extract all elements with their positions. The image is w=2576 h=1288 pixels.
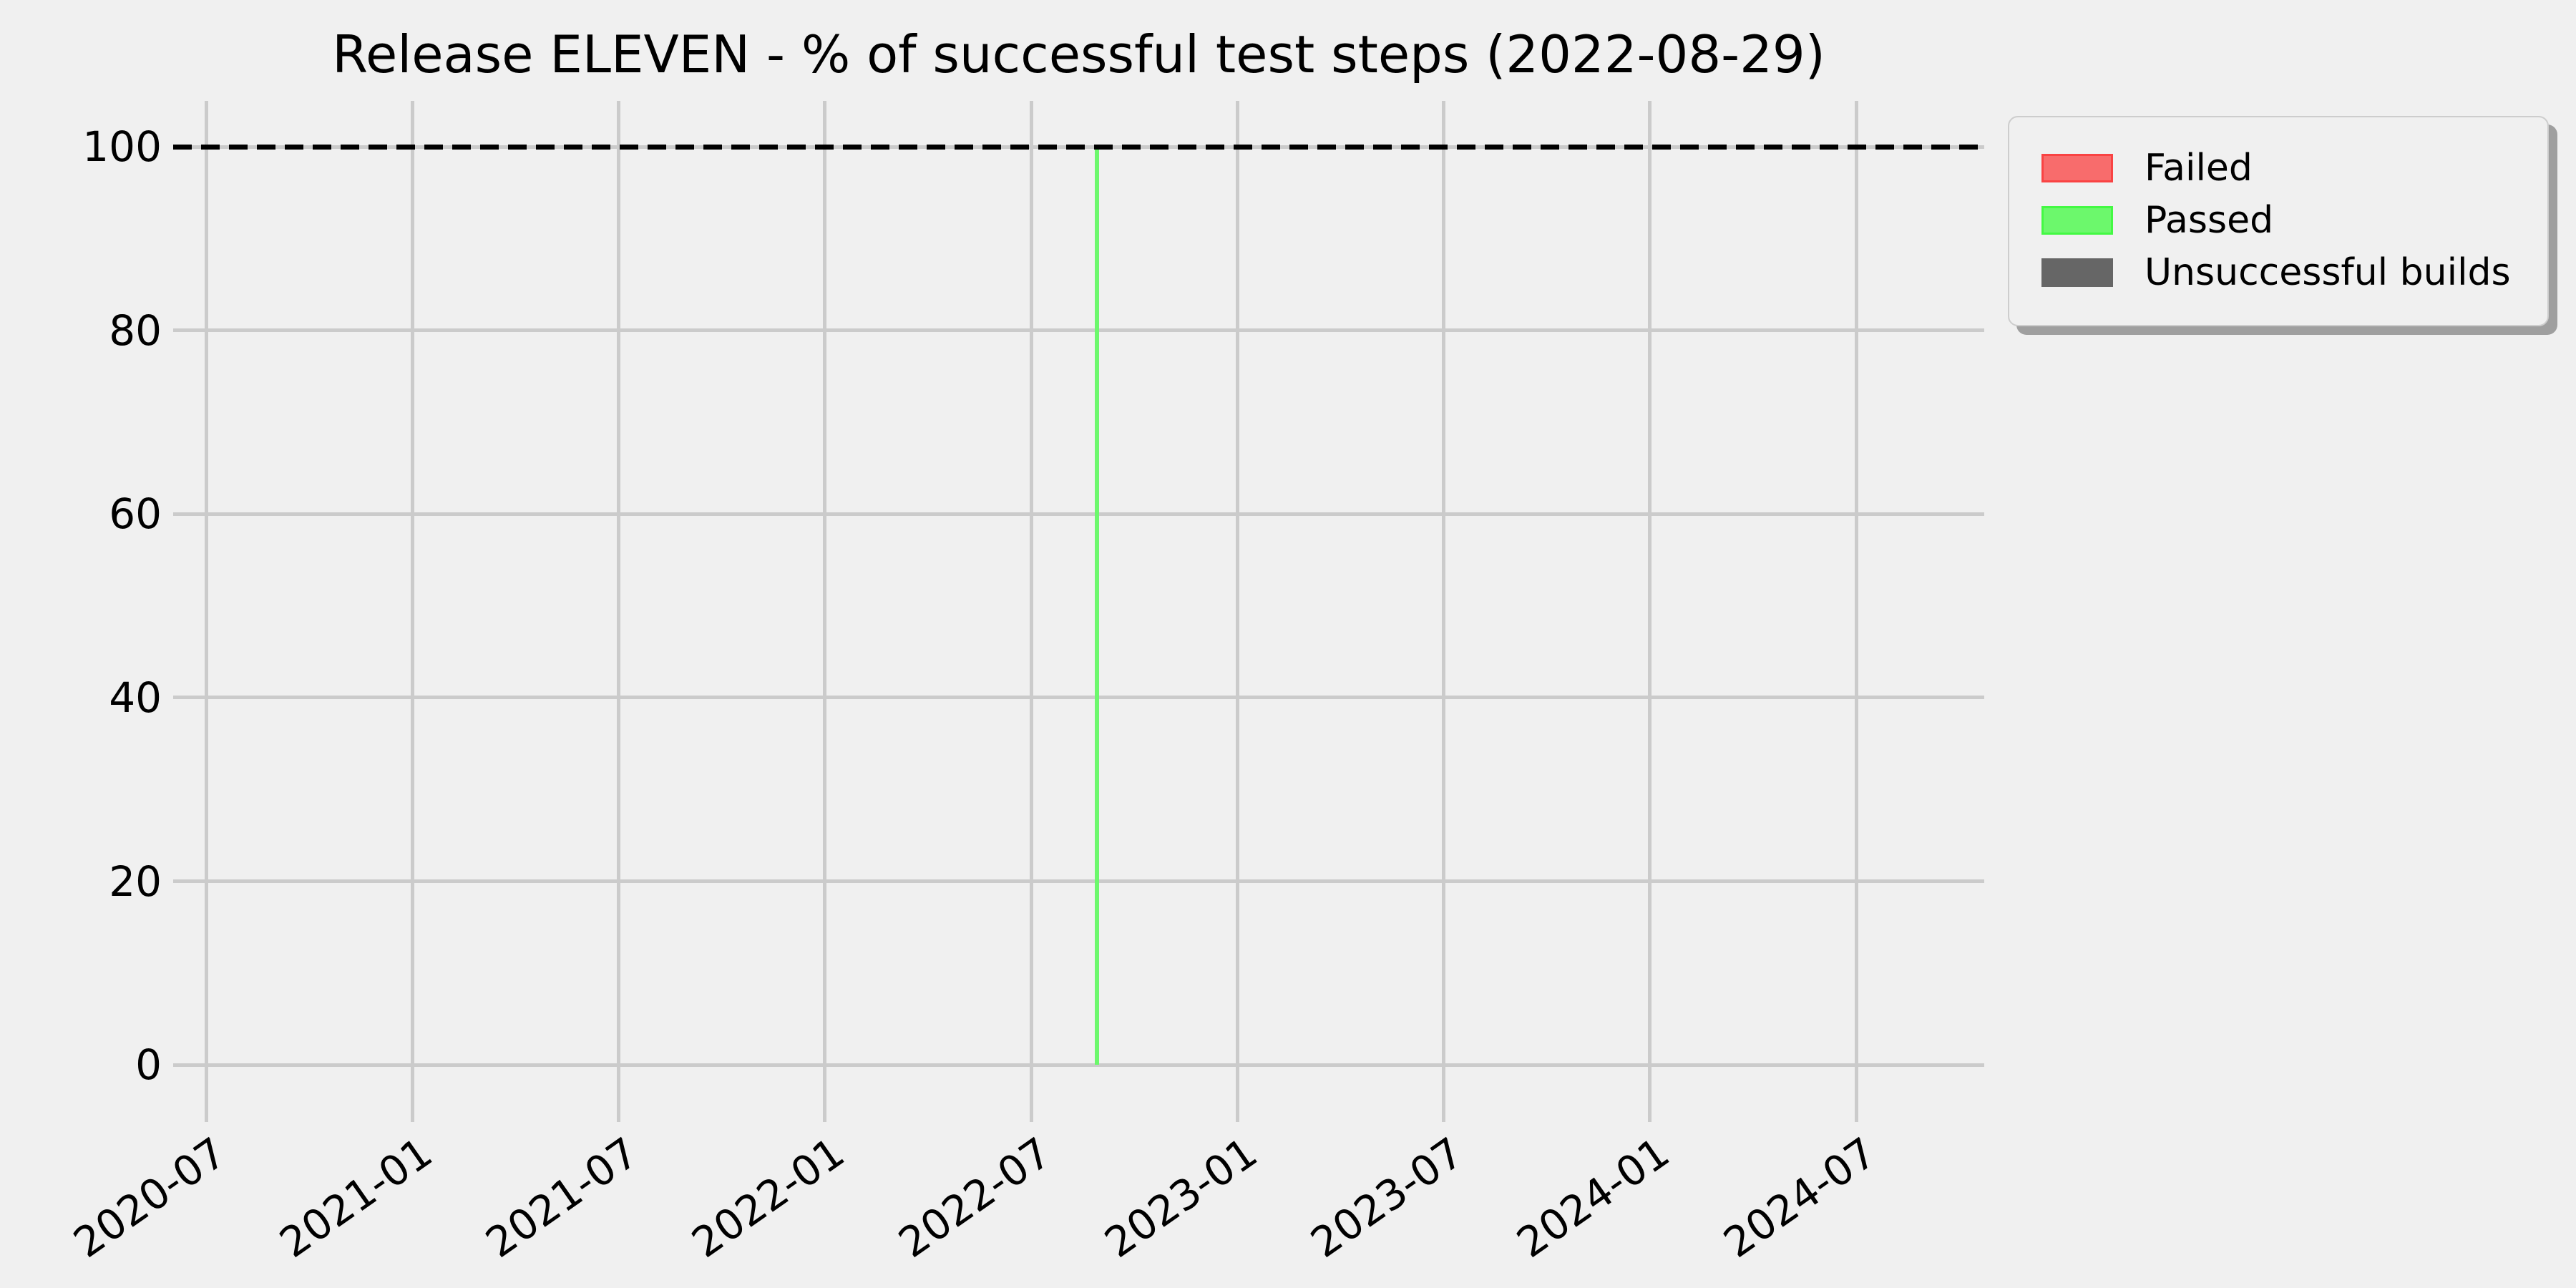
legend-swatch-failed-icon [2041,153,2113,182]
x-axis-tick-label: 2021-07 [477,1128,648,1268]
gridline-vertical [1442,101,1445,1122]
legend-item-passed: Passed [2041,194,2547,246]
legend-item-failed: Failed [2041,142,2547,194]
x-axis-tick-label: 2021-01 [270,1128,441,1268]
y-axis-tick-label: 80 [109,306,162,355]
legend-label-unsuccessful-builds: Unsuccessful builds [2145,250,2511,294]
legend-label-failed: Failed [2145,146,2253,190]
target-reference-line [173,144,1984,150]
gridline-vertical [410,101,414,1122]
x-axis-tick-label: 2023-07 [1302,1128,1473,1268]
x-axis-tick-label: 2022-01 [683,1128,854,1268]
gridline-horizontal [173,328,1984,333]
gridline-vertical [823,101,827,1122]
gridline-vertical [617,101,620,1122]
y-axis-tick-label: 40 [109,673,162,722]
x-axis-tick-label: 2022-07 [889,1128,1060,1268]
gridline-horizontal [173,696,1984,700]
x-axis-tick-label: 2024-01 [1508,1128,1679,1268]
gridline-vertical [1648,101,1652,1122]
gridline-horizontal [173,512,1984,516]
gridline-vertical [204,101,208,1122]
gridline-horizontal [173,879,1984,884]
x-axis-tick-label: 2020-07 [64,1128,235,1268]
legend: Failed Passed Unsuccessful builds [2008,116,2549,326]
plot-area [173,101,1984,1122]
legend-swatch-unsuccessful-builds-icon [2041,258,2113,287]
x-axis-tick-label: 2024-07 [1714,1128,1885,1268]
y-axis-tick-label: 100 [82,122,162,172]
y-axis-tick-label: 60 [109,489,162,539]
legend-swatch-passed-icon [2041,205,2113,235]
gridline-vertical [1854,101,1858,1122]
chart-title: Release ELEVEN - % of successful test st… [332,24,1825,84]
gridline-vertical [1235,101,1239,1122]
y-axis-tick-label: 0 [135,1040,162,1090]
passed-bar [1095,147,1100,1065]
gridline-horizontal [173,1063,1984,1067]
x-axis-tick-label: 2023-01 [1096,1128,1267,1268]
y-axis-tick-label: 20 [109,857,162,906]
gridline-vertical [1029,101,1033,1122]
legend-item-unsuccessful-builds: Unsuccessful builds [2041,246,2547,298]
legend-label-passed: Passed [2145,198,2274,242]
